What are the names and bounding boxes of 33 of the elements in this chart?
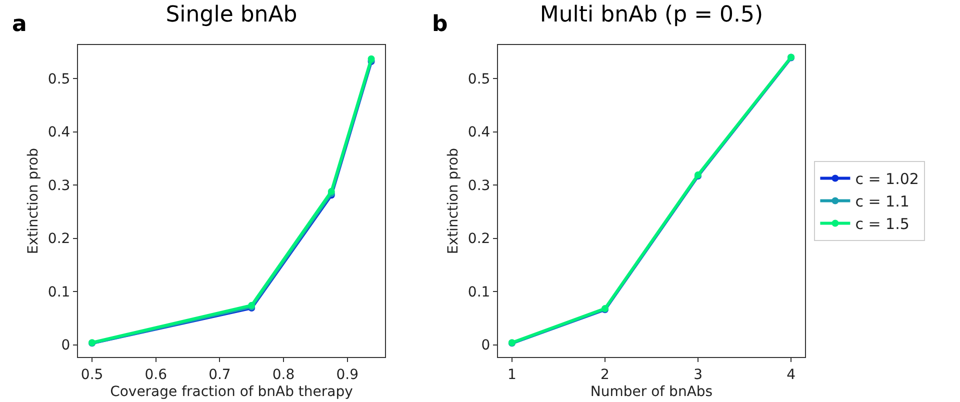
y-tick-label: 0.5 [468, 71, 490, 88]
text: a [12, 12, 27, 37]
x-tick-label: 0.7 [208, 366, 231, 383]
x-tick-label: 0.8 [272, 366, 295, 383]
x-tick-label: 3 [694, 366, 702, 383]
x-axis-title: Number of bnAbs [590, 384, 713, 400]
y-tick-label: 0.1 [48, 284, 70, 300]
y-tick-label: 0.1 [468, 284, 490, 300]
x-tick-label: 0.6 [144, 366, 168, 383]
legend-label: c = 1.1 [855, 192, 910, 211]
x-axis-title: Coverage fraction of bnAb therapy [110, 384, 353, 400]
x-tick-label: 2 [600, 366, 610, 383]
y-tick-label: 0.2 [468, 231, 490, 248]
y-tick-label: 0.5 [48, 71, 70, 88]
text: b [432, 12, 448, 37]
y-axis-title: Extinction prob [26, 148, 42, 254]
y-tick-label: 0.3 [48, 178, 70, 194]
chart-title: Single bnAb [166, 2, 298, 28]
y-tick-label: 0.2 [48, 231, 70, 248]
legend-label: c = 1.02 [855, 170, 919, 188]
y-axis-title: Extinction prob [446, 148, 462, 254]
x-tick-label: 0.5 [80, 366, 104, 383]
y-tick-label: 0.4 [48, 124, 70, 141]
x-tick-label: 4 [786, 366, 796, 383]
y-tick-label: 0.4 [468, 124, 490, 141]
x-tick-label: 1 [507, 366, 516, 383]
y-tick-label: 0 [481, 338, 490, 354]
legend-label: c = 1.5 [855, 215, 910, 234]
chart-title: Multi bnAb (p = 0.5) [540, 2, 764, 28]
x-tick-label: 0.9 [336, 366, 358, 383]
y-tick-label: 0 [61, 338, 70, 354]
point [328, 188, 335, 195]
y-tick-label: 0.3 [468, 178, 490, 194]
